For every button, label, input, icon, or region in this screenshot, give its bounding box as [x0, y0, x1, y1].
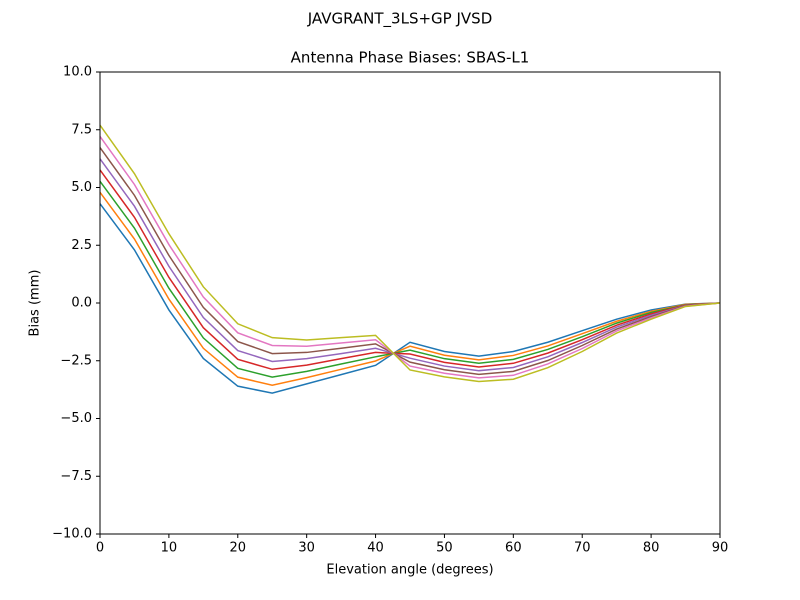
x-tick-label: 0: [96, 541, 104, 556]
y-tick-label: 5.0: [71, 180, 92, 195]
data-line: [99, 203, 721, 394]
y-tick-label: −10.0: [52, 527, 92, 542]
x-tick-label: 50: [436, 541, 453, 556]
chart-title: Antenna Phase Biases: SBAS-L1: [291, 49, 530, 67]
x-tick-label: 20: [230, 541, 247, 556]
x-tick-label: 90: [712, 541, 729, 556]
x-tick-label: 40: [367, 541, 384, 556]
y-tick-label: −2.5: [60, 353, 92, 368]
y-tick-label: 7.5: [71, 122, 92, 137]
x-tick-label: 30: [298, 541, 315, 556]
data-line: [99, 169, 721, 371]
y-axis-label: Bias (mm): [28, 270, 43, 337]
y-tick-label: 10.0: [63, 65, 92, 80]
data-line: [99, 158, 721, 372]
x-axis-label: Elevation angle (degrees): [326, 563, 493, 578]
x-tick-label: 60: [505, 541, 522, 556]
data-line: [99, 191, 721, 387]
data-line: [99, 180, 721, 378]
data-line: [99, 124, 721, 383]
y-tick-label: −7.5: [60, 469, 92, 484]
y-tick-label: −5.0: [60, 411, 92, 426]
x-tick-label: 70: [574, 541, 591, 556]
y-tick-label: 0.0: [71, 296, 92, 311]
y-tick-label: 2.5: [71, 238, 92, 253]
data-line: [99, 147, 721, 376]
data-line: [99, 136, 721, 379]
x-tick-label: 80: [643, 541, 660, 556]
figure-title: JAVGRANT_3LS+GP JVSD: [307, 10, 493, 29]
x-tick-label: 10: [161, 541, 178, 556]
